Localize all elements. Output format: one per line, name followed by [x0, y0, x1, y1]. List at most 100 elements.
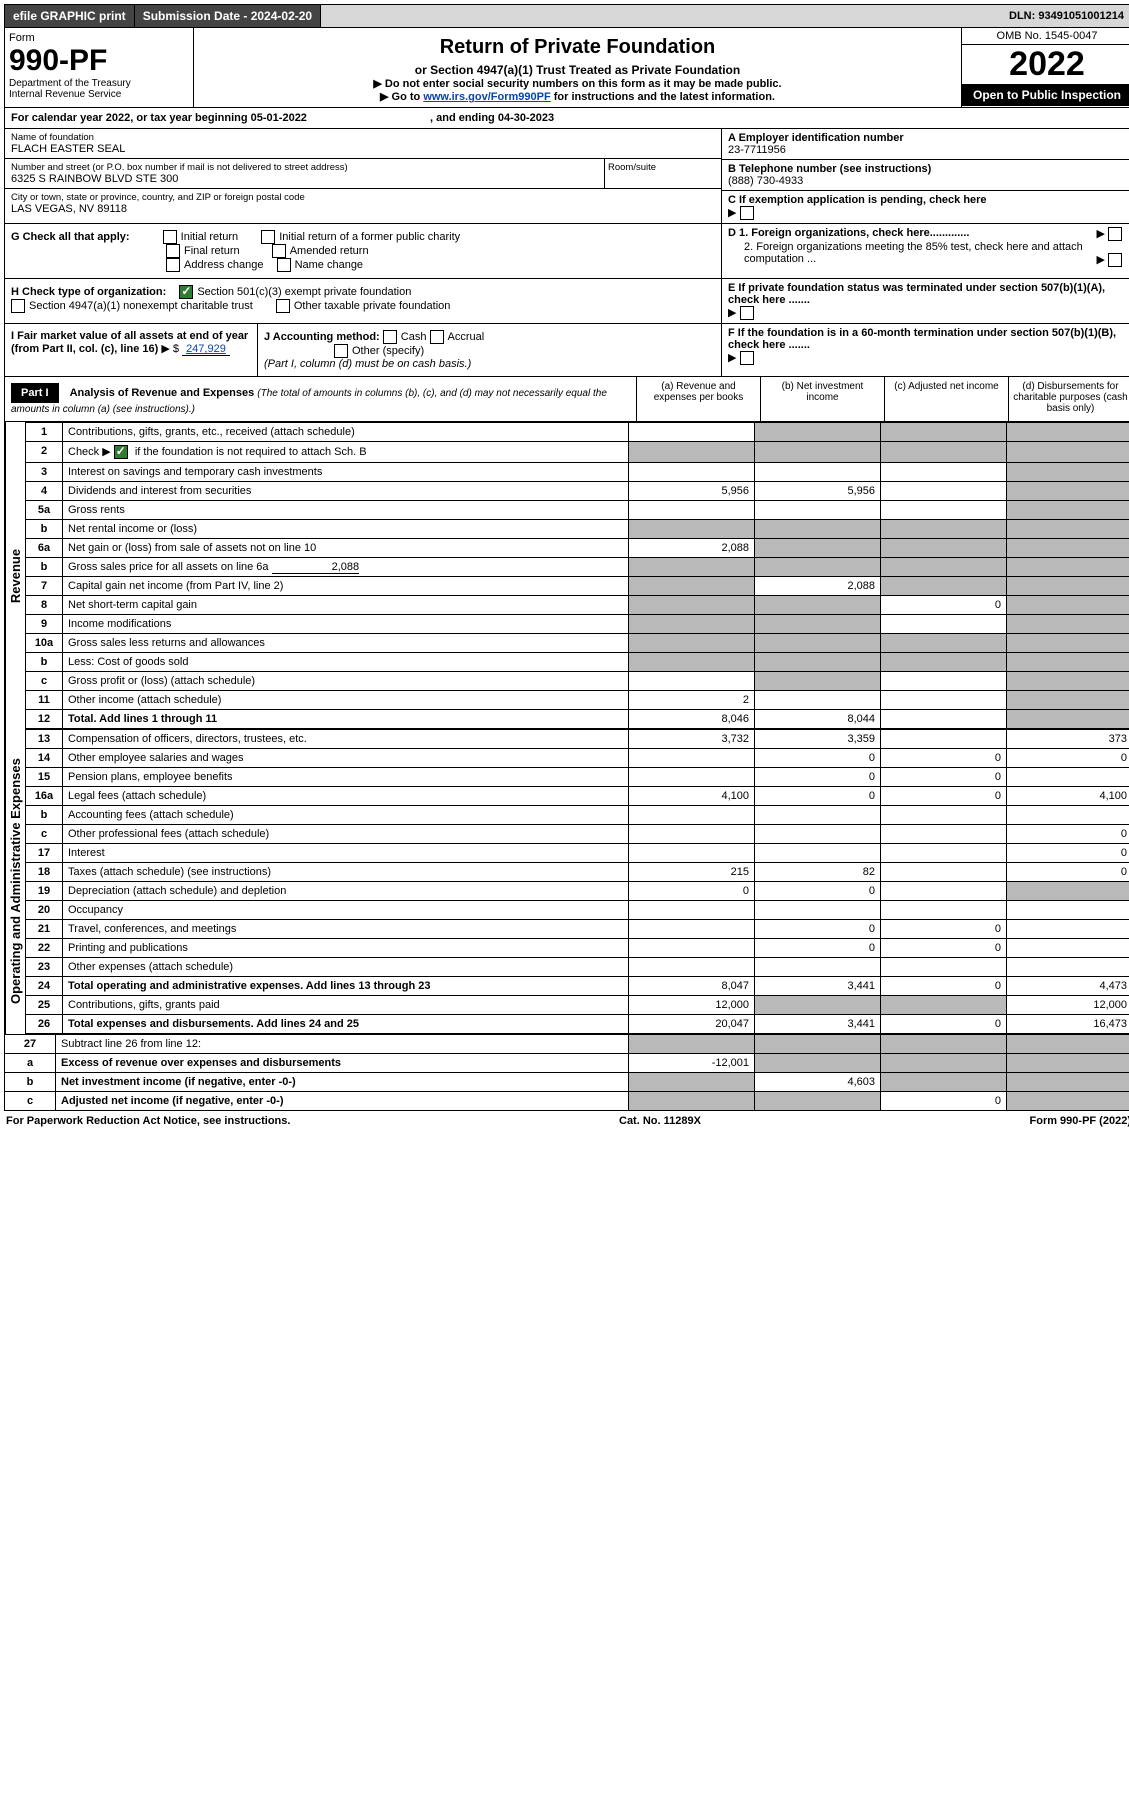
- table-row: 13Compensation of officers, directors, t…: [26, 730, 1129, 749]
- h2-checkbox[interactable]: [11, 299, 25, 313]
- initial-former-checkbox[interactable]: [261, 230, 275, 244]
- revenue-table: 1Contributions, gifts, grants, etc., rec…: [25, 422, 1129, 729]
- opex-label: Operating and Administrative Expenses: [5, 729, 25, 1034]
- table-row: 16aLegal fees (attach schedule)4,100004,…: [26, 787, 1129, 806]
- table-row: bAccounting fees (attach schedule): [26, 806, 1129, 825]
- phone-value: (888) 730-4933: [728, 175, 1126, 187]
- part1-title: Analysis of Revenue and Expenses: [70, 387, 255, 399]
- c-label: C If exemption application is pending, c…: [728, 194, 1126, 206]
- addr-change-checkbox[interactable]: [166, 258, 180, 272]
- table-row: 4Dividends and interest from securities5…: [26, 482, 1129, 501]
- f-checkbox[interactable]: [740, 351, 754, 365]
- table-row: 26Total expenses and disbursements. Add …: [26, 1015, 1129, 1034]
- accrual-checkbox[interactable]: [430, 330, 444, 344]
- table-row: cOther professional fees (attach schedul…: [26, 825, 1129, 844]
- footer-right: Form 990-PF (2022): [1030, 1115, 1129, 1127]
- room-suite-label: Room/suite: [604, 159, 721, 188]
- accrual-label: Accrual: [448, 331, 485, 343]
- h1-label: Section 501(c)(3) exempt private foundat…: [197, 286, 411, 298]
- h1-checkbox[interactable]: [179, 285, 193, 299]
- instr-2-post: for instructions and the latest informat…: [551, 91, 775, 103]
- table-row: 15Pension plans, employee benefits00: [26, 768, 1129, 787]
- c-checkbox[interactable]: [740, 206, 754, 220]
- tax-year: 2022: [962, 45, 1129, 84]
- h2-label: Section 4947(a)(1) nonexempt charitable …: [29, 300, 253, 312]
- addr-change-label: Address change: [184, 259, 264, 271]
- part1-header-row: Part I Analysis of Revenue and Expenses …: [4, 377, 1129, 422]
- form-title: Return of Private Foundation: [204, 36, 951, 59]
- dept: Department of the Treasury: [9, 78, 189, 89]
- j-note: (Part I, column (d) must be on cash basi…: [264, 358, 471, 370]
- col-d-header: (d) Disbursements for charitable purpose…: [1008, 377, 1129, 421]
- form-link[interactable]: www.irs.gov/Form990PF: [423, 91, 550, 103]
- i-value[interactable]: 247,929: [182, 343, 230, 356]
- opex-table: 13Compensation of officers, directors, t…: [25, 729, 1129, 1034]
- irs: Internal Revenue Service: [9, 89, 189, 100]
- table-row: bNet rental income or (loss): [26, 520, 1129, 539]
- ein-value: 23-7711956: [728, 144, 1126, 156]
- dln: DLN: 93491051001214: [1001, 6, 1129, 26]
- open-public: Open to Public Inspection: [962, 84, 1129, 106]
- form-word: Form: [9, 32, 189, 44]
- final-return-checkbox[interactable]: [166, 244, 180, 258]
- line27-table: 27Subtract line 26 from line 12: aExcess…: [4, 1034, 1129, 1111]
- table-row: 6aNet gain or (loss) from sale of assets…: [26, 539, 1129, 558]
- table-row: 24Total operating and administrative exp…: [26, 977, 1129, 996]
- name-change-checkbox[interactable]: [277, 258, 291, 272]
- revenue-label: Revenue: [5, 422, 25, 729]
- initial-return-checkbox[interactable]: [163, 230, 177, 244]
- omb-number: OMB No. 1545-0047: [962, 28, 1129, 45]
- table-row: bLess: Cost of goods sold: [26, 653, 1129, 672]
- revenue-section: Revenue 1Contributions, gifts, grants, e…: [4, 422, 1129, 729]
- ein-label: A Employer identification number: [728, 132, 1126, 144]
- footer-left: For Paperwork Reduction Act Notice, see …: [6, 1115, 290, 1127]
- table-row: 2Check ▶ if the foundation is not requir…: [26, 442, 1129, 463]
- table-row: 17Interest0: [26, 844, 1129, 863]
- table-row: 14Other employee salaries and wages000: [26, 749, 1129, 768]
- efile-print-button[interactable]: efile GRAPHIC print: [5, 5, 135, 27]
- instr-1: ▶ Do not enter social security numbers o…: [204, 77, 951, 90]
- submission-date: Submission Date - 2024-02-20: [135, 5, 321, 27]
- h3-checkbox[interactable]: [276, 299, 290, 313]
- table-row: bGross sales price for all assets on lin…: [26, 558, 1129, 577]
- table-row: 9Income modifications: [26, 615, 1129, 634]
- cash-checkbox[interactable]: [383, 330, 397, 344]
- d1-checkbox[interactable]: [1108, 227, 1122, 241]
- other-label: Other (specify): [352, 345, 424, 357]
- h-label: H Check type of organization:: [11, 286, 166, 298]
- table-row: 3Interest on savings and temporary cash …: [26, 463, 1129, 482]
- table-row: 23Other expenses (attach schedule): [26, 958, 1129, 977]
- g-d-block: G Check all that apply: Initial return I…: [4, 224, 1129, 279]
- cal-year-mid: , and ending: [430, 112, 498, 124]
- footer-mid: Cat. No. 11289X: [619, 1115, 701, 1127]
- e-checkbox[interactable]: [740, 306, 754, 320]
- table-row: 18Taxes (attach schedule) (see instructi…: [26, 863, 1129, 882]
- table-row: 25Contributions, gifts, grants paid12,00…: [26, 996, 1129, 1015]
- part1-badge: Part I: [11, 383, 59, 403]
- e-label: E If private foundation status was termi…: [728, 282, 1126, 306]
- table-row: 10aGross sales less returns and allowanc…: [26, 634, 1129, 653]
- table-row: 8Net short-term capital gain0: [26, 596, 1129, 615]
- d1-label: D 1. Foreign organizations, check here..…: [728, 227, 969, 239]
- d2-checkbox[interactable]: [1108, 253, 1122, 267]
- city-label: City or town, state or province, country…: [11, 192, 715, 203]
- phone-label: B Telephone number (see instructions): [728, 163, 1126, 175]
- form-header: Form 990-PF Department of the Treasury I…: [4, 28, 1129, 108]
- f-label: F If the foundation is in a 60-month ter…: [728, 327, 1126, 351]
- table-row: cGross profit or (loss) (attach schedule…: [26, 672, 1129, 691]
- d2-label: 2. Foreign organizations meeting the 85%…: [744, 241, 1083, 265]
- amended-return-label: Amended return: [290, 245, 369, 257]
- table-row: 1Contributions, gifts, grants, etc., rec…: [26, 423, 1129, 442]
- table-row: cAdjusted net income (if negative, enter…: [5, 1092, 1129, 1111]
- table-row: 20Occupancy: [26, 901, 1129, 920]
- amended-return-checkbox[interactable]: [272, 244, 286, 258]
- other-checkbox[interactable]: [334, 344, 348, 358]
- footer: For Paperwork Reduction Act Notice, see …: [4, 1111, 1129, 1131]
- table-row: 27Subtract line 26 from line 12:: [5, 1035, 1129, 1054]
- g-label: G Check all that apply:: [11, 231, 130, 243]
- h-e-block: H Check type of organization: Section 50…: [4, 279, 1129, 324]
- table-row: 21Travel, conferences, and meetings00: [26, 920, 1129, 939]
- name-change-label: Name change: [295, 259, 364, 271]
- h3-label: Other taxable private foundation: [294, 300, 451, 312]
- schb-checkbox[interactable]: [114, 445, 128, 459]
